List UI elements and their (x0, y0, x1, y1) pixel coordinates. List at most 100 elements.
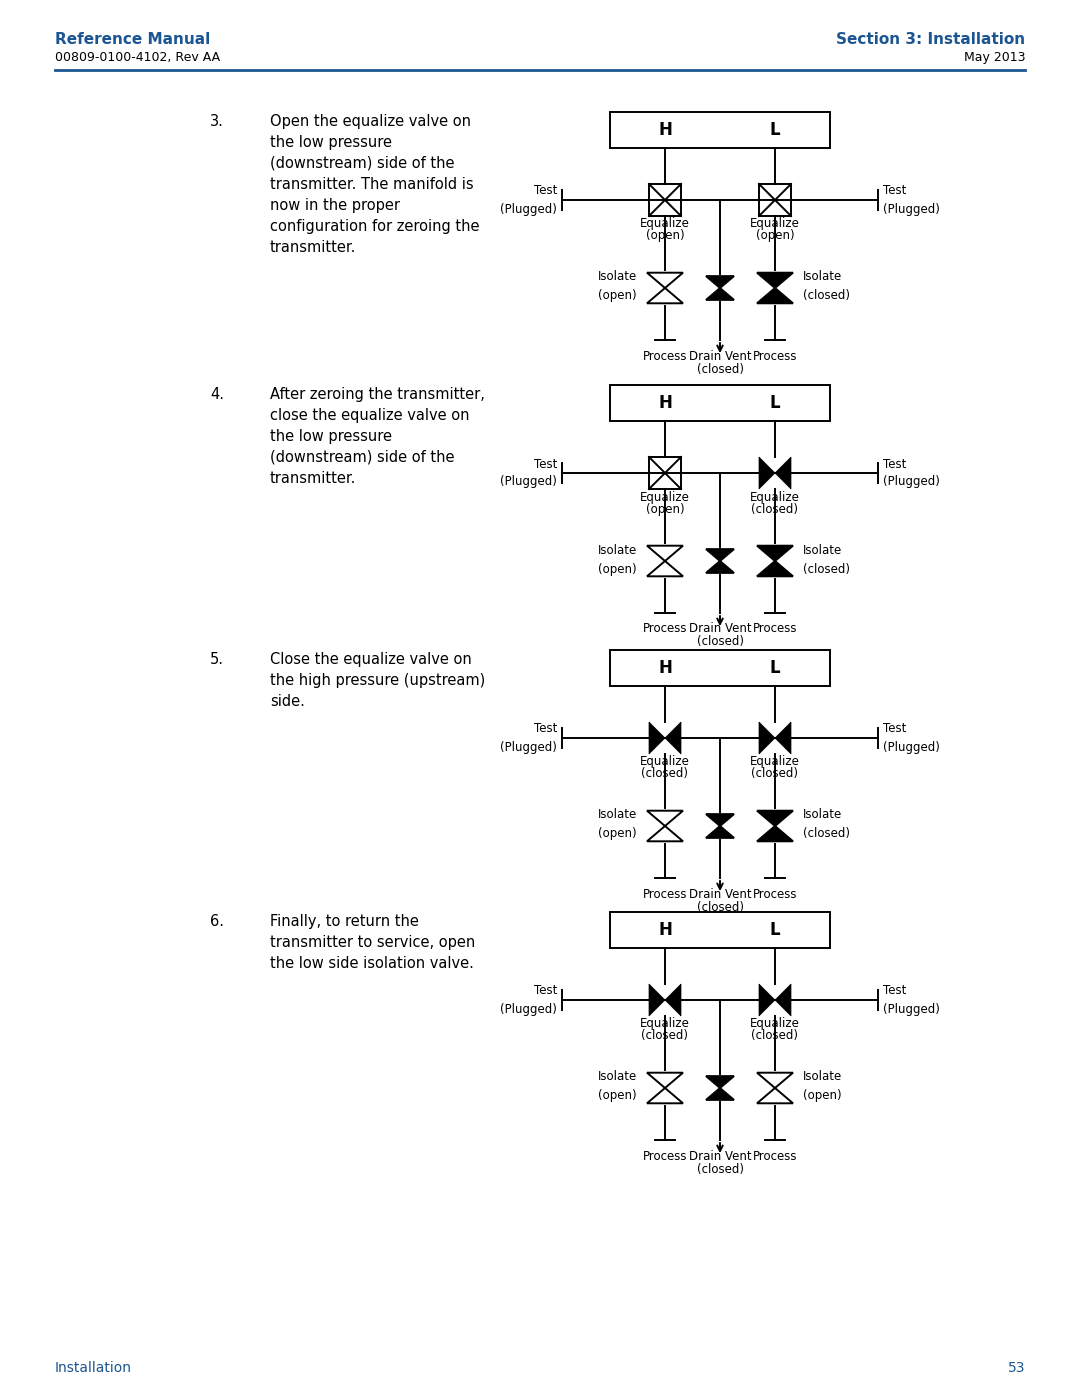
Text: Isolate: Isolate (804, 1070, 842, 1084)
Text: 53: 53 (1008, 1361, 1025, 1375)
Text: L: L (770, 659, 781, 678)
Text: Process: Process (753, 349, 797, 362)
Text: L: L (770, 921, 781, 939)
Text: (open): (open) (598, 289, 637, 303)
Text: (closed): (closed) (804, 563, 850, 576)
Polygon shape (647, 1073, 683, 1088)
Text: Test: Test (883, 722, 906, 735)
Text: (closed): (closed) (804, 827, 850, 841)
Text: Isolate: Isolate (804, 809, 842, 821)
Text: Close the equalize valve on
the high pressure (upstream)
side.: Close the equalize valve on the high pre… (270, 652, 485, 710)
Polygon shape (647, 826, 683, 841)
Polygon shape (706, 1088, 734, 1099)
Polygon shape (759, 722, 775, 754)
Polygon shape (647, 1088, 683, 1104)
Polygon shape (647, 272, 683, 288)
Text: (closed): (closed) (752, 503, 798, 515)
Polygon shape (706, 826, 734, 838)
Text: Drain Vent: Drain Vent (689, 349, 752, 362)
Text: Test: Test (883, 184, 906, 197)
Text: Test: Test (534, 457, 557, 471)
Text: (open): (open) (598, 827, 637, 841)
Text: (Plugged): (Plugged) (500, 1003, 557, 1016)
Text: (open): (open) (646, 229, 685, 243)
Text: (Plugged): (Plugged) (883, 1003, 940, 1016)
Text: Process: Process (643, 349, 687, 362)
Polygon shape (647, 810, 683, 826)
Text: Isolate: Isolate (597, 271, 637, 284)
Polygon shape (706, 549, 734, 562)
Text: (open): (open) (756, 229, 794, 243)
Text: Isolate: Isolate (597, 543, 637, 556)
Text: Drain Vent: Drain Vent (689, 1150, 752, 1162)
Polygon shape (757, 562, 793, 577)
Text: Process: Process (643, 1150, 687, 1162)
Bar (649, 184, 681, 217)
Polygon shape (649, 983, 665, 1016)
Text: Process: Process (753, 887, 797, 901)
Text: (Plugged): (Plugged) (883, 740, 940, 753)
Text: May 2013: May 2013 (963, 52, 1025, 64)
Bar (610, 650, 831, 686)
Text: Open the equalize valve on
the low pressure
(downstream) side of the
transmitter: Open the equalize valve on the low press… (270, 115, 480, 256)
Polygon shape (759, 983, 775, 1016)
Text: (open): (open) (598, 563, 637, 576)
Text: H: H (658, 394, 672, 412)
Polygon shape (757, 826, 793, 841)
Text: H: H (658, 921, 672, 939)
Polygon shape (757, 810, 793, 826)
Polygon shape (757, 546, 793, 562)
Polygon shape (665, 722, 681, 754)
Text: Isolate: Isolate (597, 1070, 637, 1084)
Polygon shape (706, 288, 734, 300)
Text: (Plugged): (Plugged) (500, 475, 557, 489)
Text: Equalize: Equalize (751, 1017, 800, 1031)
Polygon shape (775, 983, 791, 1016)
Text: Isolate: Isolate (597, 809, 637, 821)
Polygon shape (706, 1076, 734, 1088)
Text: After zeroing the transmitter,
close the equalize valve on
the low pressure
(dow: After zeroing the transmitter, close the… (270, 387, 485, 486)
Bar (610, 386, 831, 420)
Bar (610, 112, 831, 148)
Polygon shape (757, 272, 793, 288)
Text: 3.: 3. (210, 115, 224, 129)
Text: (open): (open) (646, 503, 685, 515)
Polygon shape (706, 562, 734, 573)
Polygon shape (775, 722, 791, 754)
Text: (open): (open) (598, 1090, 637, 1102)
Text: (closed): (closed) (804, 289, 850, 303)
Text: (closed): (closed) (752, 767, 798, 781)
Text: (Plugged): (Plugged) (883, 203, 940, 215)
Text: (Plugged): (Plugged) (883, 475, 940, 489)
Text: Equalize: Equalize (640, 756, 690, 768)
Text: Isolate: Isolate (804, 543, 842, 556)
Polygon shape (757, 1073, 793, 1088)
Text: Reference Manual: Reference Manual (55, 32, 211, 47)
Text: Equalize: Equalize (640, 218, 690, 231)
Polygon shape (757, 1088, 793, 1104)
Text: Process: Process (643, 887, 687, 901)
Polygon shape (647, 288, 683, 303)
Text: Equalize: Equalize (640, 1017, 690, 1031)
Text: Process: Process (753, 623, 797, 636)
Text: Test: Test (534, 722, 557, 735)
Text: (Plugged): (Plugged) (500, 203, 557, 215)
Text: Drain Vent: Drain Vent (689, 887, 752, 901)
Polygon shape (706, 814, 734, 826)
Text: Process: Process (753, 1150, 797, 1162)
Text: Equalize: Equalize (751, 756, 800, 768)
Polygon shape (665, 983, 681, 1016)
Text: H: H (658, 659, 672, 678)
Text: H: H (658, 122, 672, 138)
Bar (759, 184, 791, 217)
Text: Test: Test (883, 457, 906, 471)
Text: Finally, to return the
transmitter to service, open
the low side isolation valve: Finally, to return the transmitter to se… (270, 914, 475, 971)
Text: (closed): (closed) (697, 636, 743, 648)
Polygon shape (706, 277, 734, 288)
Text: 00809-0100-4102, Rev AA: 00809-0100-4102, Rev AA (55, 52, 220, 64)
Text: Installation: Installation (55, 1361, 132, 1375)
Text: Drain Vent: Drain Vent (689, 623, 752, 636)
Polygon shape (649, 722, 665, 754)
Text: (closed): (closed) (697, 362, 743, 376)
Text: 5.: 5. (210, 652, 224, 666)
